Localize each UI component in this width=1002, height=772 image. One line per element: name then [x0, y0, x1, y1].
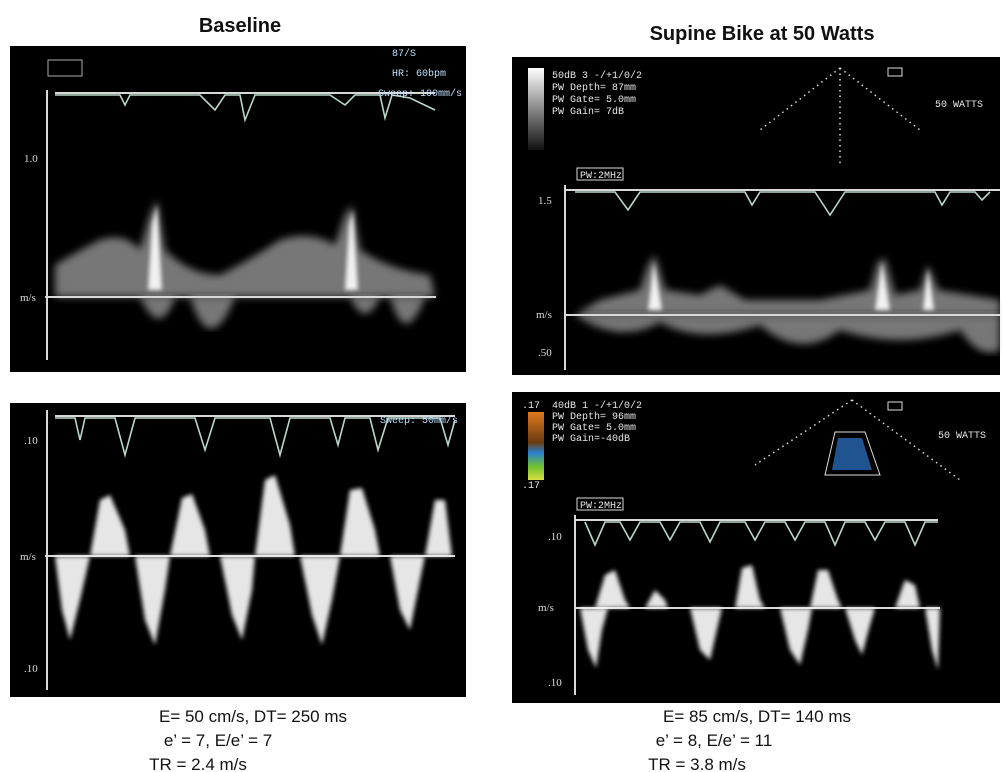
overlay-text: .17 [522, 401, 540, 412]
axis-label: m/s [538, 602, 554, 614]
doppler-panel: 50dB 3 -/+1/0/2 PW Depth= 87mm PW Gate= … [512, 57, 1000, 375]
overlay-text: PW:2MHz [580, 171, 622, 182]
shape [528, 412, 544, 480]
overlay-text: PW Gate= 5.0mm [552, 95, 636, 106]
overlay-text: 50dB 3 -/+1/0/2 [552, 70, 642, 82]
column-title: Supine Bike at 50 Watts [650, 23, 875, 45]
overlay-text: 40dB 1 -/+1/0/2 [552, 400, 642, 412]
overlay-text: Sweep: 100mm/s [378, 88, 462, 100]
overlay-text: 50 WATTS [938, 431, 986, 442]
axis-label: .10 [24, 663, 38, 675]
overlay-text: PW Gate= 5.0mm [552, 423, 636, 434]
caption-line: E= 85 cm/s, DT= 140 ms [663, 707, 851, 726]
caption-line: E= 50 cm/s, DT= 250 ms [159, 707, 347, 726]
shape [10, 403, 466, 697]
overlay-text: PW Depth= 87mm [552, 82, 636, 94]
overlay-text: PW Gain=-40dB [552, 433, 630, 445]
caption-line: TR = 3.8 m/s [648, 755, 746, 772]
axis-label: .50 [538, 347, 552, 359]
axis-label: m/s [20, 292, 36, 304]
caption-line: TR = 2.4 m/s [149, 755, 247, 772]
axis-label: m/s [20, 551, 36, 563]
caption-line: e’ = 7, E/e’ = 7 [164, 731, 272, 750]
doppler-panel: 87/S HR: 60bpm Sweep: 100mm/s 1.0 m/s [10, 46, 466, 372]
overlay-text: 87/S [392, 48, 416, 60]
axis-label: .10 [548, 677, 562, 689]
axis-label: m/s [536, 309, 552, 321]
overlay-text: Sweep: 50mm/s [380, 415, 458, 427]
overlay-text: PW:2MHz [580, 501, 622, 512]
shape [528, 68, 544, 150]
overlay-text: HR: 60bpm [392, 68, 446, 80]
axis-label: .10 [24, 435, 38, 447]
figure: Baseline Supine Bike at 50 Watts 87/S HR… [0, 0, 1002, 772]
overlay-text: .17 [522, 481, 540, 492]
caption-line: e’ = 8, E/e’ = 11 [656, 731, 773, 750]
overlay-text: PW Depth= 96mm [552, 411, 636, 423]
axis-label: 1.5 [538, 195, 552, 207]
overlay-text: 50 WATTS [935, 100, 983, 111]
doppler-panel: Sweep: 50mm/s .10 m/s .10 [10, 403, 466, 697]
overlay-text: PW Gain= 7dB [552, 106, 624, 118]
page: Baseline Supine Bike at 50 Watts 87/S HR… [0, 0, 1002, 772]
axis-label: .10 [548, 531, 562, 543]
axis-label: 1.0 [24, 153, 38, 165]
doppler-panel: .17 40dB 1 -/+1/0/2 PW Depth= 96mm PW Ga… [512, 392, 1000, 703]
column-title: Baseline [199, 15, 281, 37]
